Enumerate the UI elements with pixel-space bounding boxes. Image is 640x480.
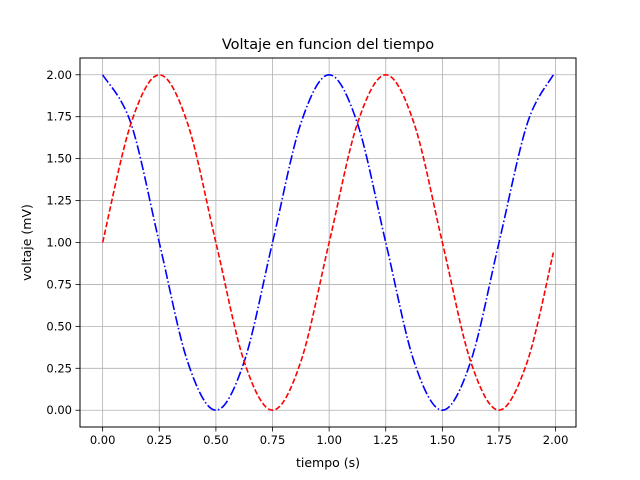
x-axis-label: tiempo (s) bbox=[296, 455, 360, 470]
y-tick-label: 2.00 bbox=[46, 68, 72, 82]
y-tick-label: 1.00 bbox=[46, 236, 72, 250]
x-tick-label: 1.75 bbox=[486, 433, 512, 447]
x-tick-label: 1.25 bbox=[373, 433, 399, 447]
chart-title: Voltaje en funcion del tiempo bbox=[222, 37, 434, 53]
x-tick-label: 0.00 bbox=[90, 433, 116, 447]
series-line-2 bbox=[101, 73, 555, 412]
x-tick-label: 0.25 bbox=[146, 433, 172, 447]
y-tick-label: 0.25 bbox=[46, 361, 72, 375]
x-tick-label: 1.50 bbox=[430, 433, 456, 447]
y-axis: 0.00 0.25 0.50 0.75 1.00 1.25 1.50 1.75 2.00 bbox=[46, 68, 80, 417]
series-line-1 bbox=[101, 73, 555, 412]
x-tick-label: 2.00 bbox=[543, 433, 569, 447]
y-tick-label: 0.75 bbox=[46, 277, 72, 291]
y-tick-label: 1.75 bbox=[46, 110, 72, 124]
x-tick-label: 0.75 bbox=[260, 433, 286, 447]
x-tick-label: 1.00 bbox=[316, 433, 342, 447]
y-tick-label: 0.50 bbox=[46, 319, 72, 333]
x-axis: 0.00 0.25 0.50 0.75 1.00 1.25 1.50 1.75 2.00 bbox=[90, 427, 569, 447]
y-axis-label: voltaje (mV) bbox=[19, 204, 34, 281]
y-tick-label: 0.00 bbox=[46, 403, 72, 417]
y-tick-label: 1.50 bbox=[46, 152, 72, 166]
x-tick-label: 0.50 bbox=[203, 433, 229, 447]
series-layer bbox=[101, 73, 555, 412]
y-tick-label: 1.25 bbox=[46, 194, 72, 208]
